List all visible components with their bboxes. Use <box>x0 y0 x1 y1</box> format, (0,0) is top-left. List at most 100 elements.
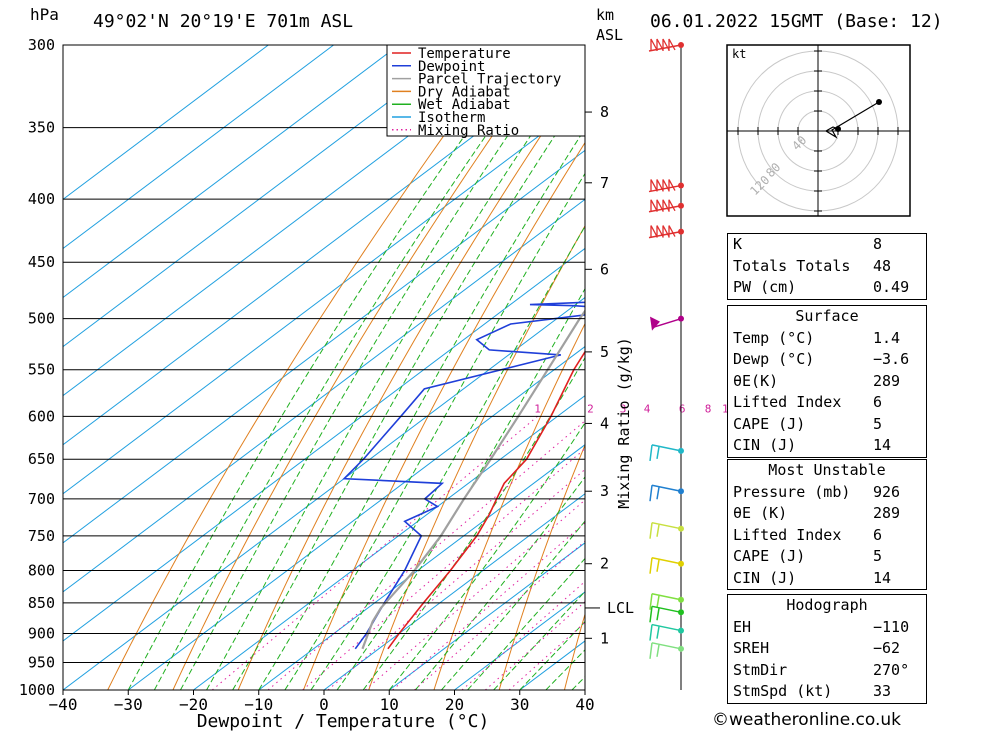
isotherm-line <box>63 149 585 544</box>
table-row: Temp (°C) 1.4 <box>728 328 926 350</box>
asl-label: ASL <box>596 26 623 44</box>
row-value: 8 <box>873 235 883 253</box>
barb-feather <box>656 644 660 657</box>
barb-feather <box>649 593 653 610</box>
isotherm-line <box>193 395 585 690</box>
wind-barb <box>649 444 684 462</box>
row-value: −3.6 <box>873 350 910 368</box>
most-unstable-panel: Most Unstable Pressure (mb) 926 θE (K) 289 L… <box>727 459 927 590</box>
barb-flag <box>650 225 658 238</box>
row-label: SREH <box>733 639 770 657</box>
table-row: θE(K) 289 <box>728 371 926 393</box>
mixing-ratio-label: 4 <box>644 402 651 415</box>
row-value: 289 <box>873 371 901 390</box>
row-value: 1.4 <box>873 328 901 347</box>
barb-shaft <box>651 556 682 565</box>
barb-flag <box>662 179 670 192</box>
dry-adiabat-line <box>302 141 585 690</box>
barb-feather <box>656 446 660 460</box>
barb-flag <box>650 199 658 212</box>
wet-adiabat-line <box>414 476 585 690</box>
row-value: 14 <box>873 436 892 454</box>
dry-adiabat-line <box>237 68 585 690</box>
km-tick-label: 8 <box>600 103 609 121</box>
table-row: CIN (J) 14 <box>728 568 926 590</box>
x-axis-title: Dewpoint / Temperature (°C) <box>197 711 490 732</box>
legend-label: Parcel Trajectory <box>418 72 561 88</box>
lcl-label: LCL <box>607 599 634 617</box>
wind-barb <box>648 38 684 52</box>
table-row: Lifted Index 6 <box>728 392 926 414</box>
pressure-tick-label: 800 <box>28 561 55 579</box>
mixing-ratio-line <box>267 420 585 690</box>
axes: 1234681016202530035040045050055060065070… <box>19 5 943 732</box>
mixing-ratio-label: 2 <box>587 402 594 415</box>
barb-feather <box>649 557 653 574</box>
mixing-ratio-label: 6 <box>679 402 686 415</box>
isotherm-line <box>63 248 585 642</box>
surface-panel: Surface Temp (°C) 1.4 Dewp (°C) −3.6 θE(K) 28… <box>727 305 927 458</box>
credit-text: ©weatheronline.co.uk <box>712 710 902 730</box>
barb-shaft <box>648 184 682 193</box>
isotherm-line <box>519 640 585 690</box>
row-value: 6 <box>873 525 883 544</box>
wind-barb <box>649 593 684 610</box>
x-tick-label: −30 <box>114 695 143 714</box>
indices-panel: K 8 Totals Totals 48 PW (cm) 0.49 <box>727 233 927 300</box>
legend-label: Wet Adiabat <box>418 97 511 113</box>
row-label: Lifted Index <box>733 393 842 411</box>
barb-feather <box>656 626 660 639</box>
barb-feather <box>656 595 660 608</box>
row-label: EH <box>733 617 752 636</box>
x-tick-label: 10 <box>380 695 399 714</box>
barb-flag <box>662 225 670 238</box>
isotherm-line <box>63 45 334 249</box>
isotherm-line <box>454 591 585 690</box>
row-label: K <box>733 235 743 253</box>
row-value: 6 <box>873 393 883 411</box>
dry-adiabat-line <box>563 612 585 690</box>
row-label: CIN (J) <box>733 568 797 587</box>
barb-feather <box>649 444 653 462</box>
row-value: 270° <box>873 660 910 679</box>
pressure-tick-label: 650 <box>28 450 55 468</box>
isotherm-line <box>323 493 585 690</box>
barb-flag <box>650 38 658 51</box>
pressure-tick-label: 850 <box>28 594 55 612</box>
barb-feather <box>656 608 660 621</box>
barb-feather <box>649 624 653 641</box>
legend-label: Isotherm <box>418 110 485 126</box>
barb-shaft <box>648 44 682 52</box>
legend-label: Dewpoint <box>418 59 485 75</box>
barb-feather <box>656 559 660 572</box>
km-tick-label: 3 <box>600 482 609 500</box>
wet-adiabat-line <box>310 225 585 690</box>
wind-barb <box>648 199 684 213</box>
pressure-tick-label: 300 <box>28 36 55 54</box>
barb-flag <box>668 199 676 212</box>
barb-flag <box>662 38 670 51</box>
x-tick-label: −10 <box>244 695 273 714</box>
hodograph-title: Hodograph <box>786 596 868 614</box>
wind-barbs <box>648 38 684 690</box>
row-label: CIN (J) <box>733 436 797 454</box>
pressure-tick-label: 1000 <box>19 681 55 699</box>
location-title: 49°02'N 20°19'E 701m ASL <box>93 11 353 32</box>
row-label: θE (K) <box>733 504 788 522</box>
row-label: Dewp (°C) <box>733 350 815 368</box>
row-value: −110 <box>873 617 910 636</box>
datetime-title: 06.01.2022 15GMT (Base: 12) <box>650 11 943 32</box>
mixing-ratio-label: 3 <box>620 402 627 415</box>
hodograph-point <box>835 126 841 132</box>
barb-feather <box>649 642 653 659</box>
row-label: Lifted Index <box>733 525 842 544</box>
row-label: Temp (°C) <box>733 328 815 347</box>
x-tick-label: 20 <box>445 695 464 714</box>
isotherm-line <box>127 346 585 690</box>
wind-barb <box>650 315 684 331</box>
wind-barb <box>649 642 684 659</box>
barb-shaft <box>651 623 682 632</box>
row-label: Pressure (mb) <box>733 482 851 501</box>
hodograph-panel: Hodograph EH −110 SREH −62 StmDir 270° StmSpd … <box>727 594 927 704</box>
